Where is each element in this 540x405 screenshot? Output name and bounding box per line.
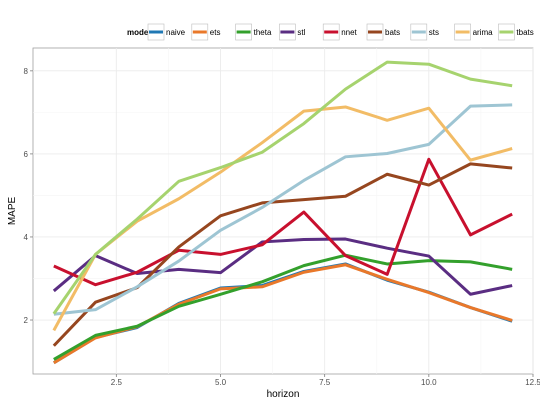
legend-title: model xyxy=(127,28,151,37)
x-tick-label: 2.5 xyxy=(111,378,123,387)
series-line-stl xyxy=(52,237,513,296)
legend-label-tbats: tbats xyxy=(516,28,533,37)
series-line-sts xyxy=(53,103,513,316)
legend-label-stl: stl xyxy=(297,28,305,37)
legend-label-bats: bats xyxy=(385,28,400,37)
series-line-nnet xyxy=(53,157,513,287)
series-line-tbats xyxy=(52,60,513,315)
legend-label-nnet: nnet xyxy=(341,28,357,37)
legend-label-sts: sts xyxy=(429,28,439,37)
y-tick-label: 4 xyxy=(24,233,29,242)
x-axis-title: horizon xyxy=(267,389,300,400)
y-axis-title: MAPE xyxy=(7,197,18,226)
x-tick-label: 5.0 xyxy=(215,378,227,387)
axes: 2.5 5.0 7.5 10.0 12.5 2 4 6 8 xyxy=(24,67,540,387)
legend-label-naive: naive xyxy=(166,28,186,37)
y-tick-label: 2 xyxy=(24,316,29,325)
legend-label-arima: arima xyxy=(473,28,494,37)
y-tick-label: 6 xyxy=(24,150,29,159)
legend-label-theta: theta xyxy=(254,28,272,37)
series-lines xyxy=(52,60,513,365)
x-tick-label: 12.5 xyxy=(525,378,540,387)
x-tick-label: 10.0 xyxy=(421,378,437,387)
x-tick-label: 7.5 xyxy=(319,378,331,387)
legend: model naive ets theta stl nnet bats sts arima tb… xyxy=(127,23,534,41)
y-tick-label: 8 xyxy=(24,67,29,76)
legend-label-ets: ets xyxy=(210,28,221,37)
